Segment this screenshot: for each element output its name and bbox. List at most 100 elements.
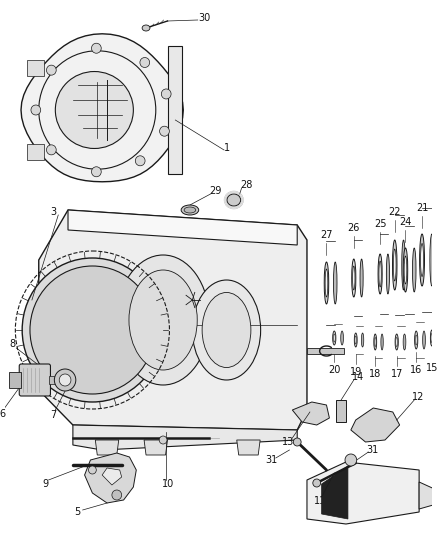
Circle shape [345,454,357,466]
Circle shape [92,167,101,177]
Ellipse shape [379,261,381,287]
Circle shape [112,490,122,500]
Ellipse shape [403,334,406,350]
Ellipse shape [415,335,417,345]
Polygon shape [73,425,297,450]
Polygon shape [95,440,119,455]
Polygon shape [39,210,307,430]
Ellipse shape [353,266,355,290]
Text: 26: 26 [348,223,360,233]
Text: 27: 27 [320,230,333,240]
Text: 1: 1 [224,143,230,153]
Circle shape [31,105,41,115]
Ellipse shape [431,334,433,343]
Ellipse shape [378,254,382,294]
Circle shape [46,65,56,75]
Text: 5: 5 [74,507,81,517]
Text: 13: 13 [283,437,295,447]
Text: 17: 17 [391,369,403,379]
Circle shape [159,126,170,136]
Ellipse shape [333,334,335,342]
Ellipse shape [396,337,398,346]
Circle shape [59,374,71,386]
Bar [336,400,346,422]
Polygon shape [292,402,329,425]
Text: 7: 7 [50,410,57,420]
Ellipse shape [181,205,199,215]
Polygon shape [237,440,260,455]
Polygon shape [144,440,167,455]
FancyBboxPatch shape [19,364,50,396]
Text: 14: 14 [352,372,364,382]
Ellipse shape [413,248,416,292]
Ellipse shape [324,262,328,304]
Ellipse shape [395,334,398,350]
Ellipse shape [420,234,424,286]
Ellipse shape [202,293,251,367]
Polygon shape [321,466,348,519]
Bar [307,348,344,354]
Polygon shape [85,453,136,503]
Text: 16: 16 [410,365,422,375]
Ellipse shape [129,270,197,370]
Text: 31: 31 [266,455,278,465]
Text: 28: 28 [240,180,253,190]
Polygon shape [169,46,182,174]
Ellipse shape [402,240,405,290]
Text: 22: 22 [389,207,401,217]
Ellipse shape [293,438,301,446]
Ellipse shape [184,207,196,213]
Ellipse shape [392,240,397,290]
Ellipse shape [325,269,328,297]
Ellipse shape [415,331,418,349]
Ellipse shape [55,71,133,149]
Polygon shape [351,408,399,442]
Ellipse shape [374,334,377,350]
Ellipse shape [355,336,357,344]
Bar [8,372,21,388]
Text: 10: 10 [162,479,175,489]
Circle shape [30,266,155,394]
Ellipse shape [431,330,433,346]
Circle shape [135,156,145,166]
Text: 12: 12 [412,392,424,402]
Text: 21: 21 [416,203,428,213]
Text: 15: 15 [426,363,438,373]
Ellipse shape [360,259,363,297]
Bar [49,376,57,384]
Ellipse shape [393,249,396,281]
Text: 29: 29 [209,186,222,196]
Ellipse shape [117,255,209,385]
Ellipse shape [313,479,321,487]
Text: 3: 3 [50,207,57,217]
Text: 9: 9 [42,479,49,489]
Circle shape [92,43,101,53]
Ellipse shape [374,337,376,346]
Polygon shape [307,462,419,524]
Circle shape [54,369,76,391]
Polygon shape [68,210,297,245]
Text: 19: 19 [350,367,362,377]
Ellipse shape [404,256,407,284]
Circle shape [88,466,96,474]
Text: 30: 30 [198,13,211,23]
Ellipse shape [420,244,424,277]
Circle shape [46,145,56,155]
Circle shape [159,436,167,444]
Text: 11: 11 [314,496,326,506]
Circle shape [22,258,162,402]
Text: 18: 18 [369,369,381,379]
Text: 25: 25 [374,219,386,229]
Text: 20: 20 [328,365,340,375]
Polygon shape [102,468,122,485]
Circle shape [161,89,171,99]
Circle shape [140,58,150,68]
Ellipse shape [361,333,364,347]
Ellipse shape [142,25,150,31]
Ellipse shape [354,333,357,347]
Bar [27,60,44,76]
Text: 6: 6 [0,409,6,419]
Ellipse shape [381,334,383,350]
Bar [27,144,44,160]
Text: 24: 24 [399,217,412,227]
